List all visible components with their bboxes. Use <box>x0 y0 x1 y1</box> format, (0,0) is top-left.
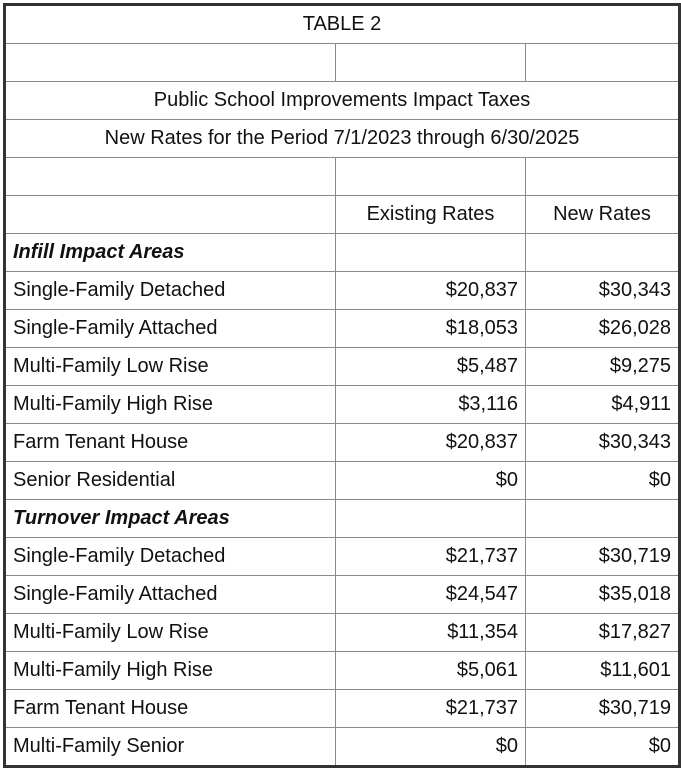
new-rate: $30,343 <box>524 271 681 310</box>
existing-rate: $5,487 <box>335 347 526 386</box>
table-row: Single-Family Detached $21,737 $30,719 <box>4 537 681 576</box>
table-row: Multi-Family High Rise $5,061 $11,601 <box>4 651 681 690</box>
header-new-rates: New Rates <box>524 195 681 234</box>
existing-rate: $3,116 <box>335 385 526 424</box>
row-label: Single-Family Attached <box>4 309 336 348</box>
new-rate: $9,275 <box>524 347 681 386</box>
table-row: Single-Family Detached $20,837 $30,343 <box>4 271 681 310</box>
new-rate: $30,719 <box>524 689 681 728</box>
new-rate: $17,827 <box>524 613 681 652</box>
new-rate: $11,601 <box>524 651 681 690</box>
header-existing-rates: Existing Rates <box>335 195 526 234</box>
section-row: Infill Impact Areas <box>4 233 681 272</box>
table-title: TABLE 2 <box>3 4 681 44</box>
section-title: Turnover Impact Areas <box>4 499 336 538</box>
new-rate: $0 <box>524 461 681 500</box>
existing-rate: $21,737 <box>335 689 526 728</box>
table-row: Multi-Family Low Rise $5,487 $9,275 <box>4 347 681 386</box>
header-row: Existing Rates New Rates <box>4 195 681 234</box>
row-label: Multi-Family Low Rise <box>4 347 336 386</box>
row-label: Single-Family Detached <box>4 537 336 576</box>
table-row: Senior Residential $0 $0 <box>4 461 681 500</box>
row-label: Farm Tenant House <box>4 689 336 728</box>
period-row: New Rates for the Period 7/1/2023 throug… <box>3 119 681 158</box>
row-label: Single-Family Detached <box>4 271 336 310</box>
title-row: TABLE 2 <box>3 4 681 44</box>
table-row: Farm Tenant House $21,737 $30,719 <box>4 689 681 728</box>
table-row: Multi-Family Low Rise $11,354 $17,827 <box>4 613 681 652</box>
row-label: Single-Family Attached <box>4 575 336 614</box>
row-label: Multi-Family Low Rise <box>4 613 336 652</box>
existing-rate: $0 <box>335 461 526 500</box>
row-label: Senior Residential <box>4 461 336 500</box>
new-rate: $35,018 <box>524 575 681 614</box>
existing-rate: $11,354 <box>335 613 526 652</box>
existing-rate: $18,053 <box>335 309 526 348</box>
new-rate: $4,911 <box>524 385 681 424</box>
new-rate: $30,719 <box>524 537 681 576</box>
new-rate: $26,028 <box>524 309 681 348</box>
table-row: Multi-Family Senior $0 $0 <box>4 727 681 767</box>
impact-tax-table: TABLE 2 Public School Improvements Impac… <box>3 3 681 768</box>
table-row: Single-Family Attached $18,053 $26,028 <box>4 309 681 348</box>
table-subtitle: Public School Improvements Impact Taxes <box>3 81 681 120</box>
existing-rate: $24,547 <box>335 575 526 614</box>
new-rate: $30,343 <box>524 423 681 462</box>
section-title: Infill Impact Areas <box>4 233 336 272</box>
table-row: Multi-Family High Rise $3,116 $4,911 <box>4 385 681 424</box>
subtitle-row: Public School Improvements Impact Taxes <box>3 81 681 120</box>
section-row: Turnover Impact Areas <box>4 499 681 538</box>
row-label: Farm Tenant House <box>4 423 336 462</box>
row-label: Multi-Family High Rise <box>4 651 336 690</box>
table-row: Single-Family Attached $24,547 $35,018 <box>4 575 681 614</box>
new-rate: $0 <box>524 727 681 767</box>
existing-rate: $21,737 <box>335 537 526 576</box>
table-period: New Rates for the Period 7/1/2023 throug… <box>3 119 681 158</box>
row-label: Multi-Family Senior <box>4 727 336 767</box>
blank-row <box>4 157 681 196</box>
blank-row <box>4 43 681 82</box>
row-label: Multi-Family High Rise <box>4 385 336 424</box>
existing-rate: $20,837 <box>335 423 526 462</box>
existing-rate: $0 <box>335 727 526 767</box>
existing-rate: $20,837 <box>335 271 526 310</box>
table-row: Farm Tenant House $20,837 $30,343 <box>4 423 681 462</box>
existing-rate: $5,061 <box>335 651 526 690</box>
